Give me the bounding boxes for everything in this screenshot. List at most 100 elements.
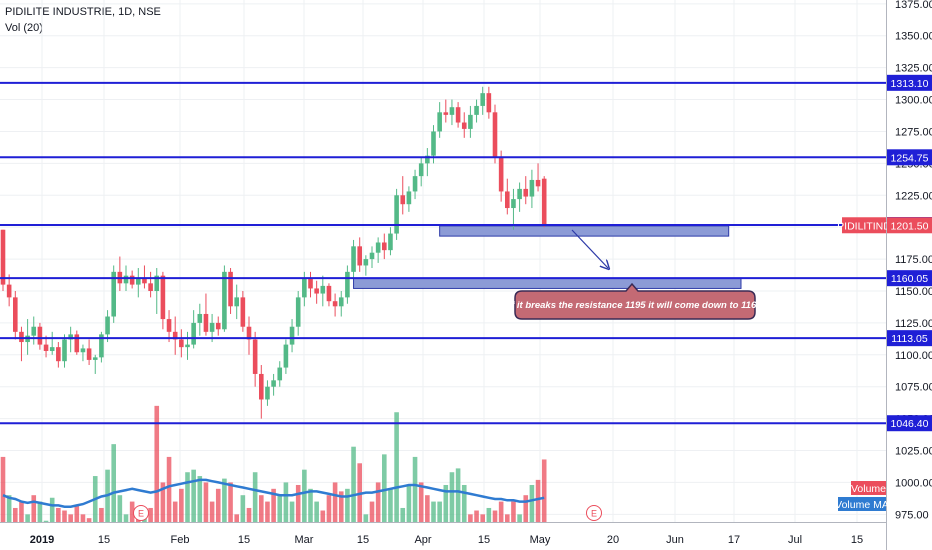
volume-bar [86, 518, 92, 522]
volume-bar [302, 469, 307, 522]
candle-body [449, 107, 455, 115]
volume-bar [375, 482, 381, 522]
candle-body [271, 380, 276, 387]
time-tick-label: Mar [295, 534, 314, 546]
volume-bar [68, 514, 73, 522]
volume-bar [400, 507, 406, 522]
ticker-tag-label: PIDILITIND [837, 220, 891, 232]
candle-body [283, 344, 289, 368]
volume-legend-label: Volume [851, 483, 886, 495]
volume-bar [498, 501, 504, 522]
candle-body [49, 347, 55, 351]
support-zone [439, 225, 730, 237]
volume-bar [271, 488, 276, 522]
volume-bar [308, 488, 313, 522]
price-tick-label: 1150.00 [895, 286, 932, 298]
price-tick-label: 1225.00 [895, 190, 932, 202]
candle-body [308, 278, 313, 289]
candle-body [375, 242, 381, 253]
candle-body [209, 322, 215, 332]
candle-body [505, 191, 510, 209]
time-tick-label: 2019 [30, 534, 54, 546]
candle-body [166, 319, 172, 332]
candle-body [191, 322, 196, 345]
price-tick-label: 1350.00 [895, 31, 932, 43]
last-price-tag-label: 1201.50 [891, 220, 929, 232]
volume-bar [289, 501, 295, 522]
time-tick-label: 15 [238, 534, 250, 546]
candle-body [123, 275, 129, 284]
volume-bar [111, 444, 116, 522]
volume-bar [49, 497, 55, 522]
volume-bar [406, 484, 412, 522]
candle-body [80, 348, 86, 353]
volume-bar [123, 514, 129, 522]
candle-body [338, 297, 344, 307]
candle-body [511, 199, 516, 209]
candle-body [400, 195, 406, 205]
candle-body [418, 163, 424, 177]
time-tick-label: Jun [666, 534, 684, 546]
volume-bar [62, 510, 67, 522]
volume-bar [468, 514, 473, 522]
volume-bar [345, 488, 350, 522]
candle-body [326, 285, 332, 302]
candle-body [259, 373, 264, 400]
volume-bar [486, 507, 492, 522]
candle-body [480, 93, 485, 106]
volume-bar [425, 495, 430, 522]
volume-bar [215, 488, 221, 522]
candle-body [203, 313, 209, 332]
volume-ma-legend-label: Volume MA [835, 499, 889, 511]
candle-body [105, 316, 110, 335]
volume-bar [222, 478, 227, 522]
price-tick-label: 1125.00 [895, 318, 932, 330]
candle-body [43, 344, 49, 351]
candle-body [535, 179, 541, 187]
volume-bar [535, 479, 541, 522]
volume-bar [517, 514, 522, 522]
volume-bars [0, 405, 547, 522]
candle-body [302, 278, 307, 298]
candle-body [468, 114, 473, 129]
candle-body [474, 105, 479, 115]
annotation-callout[interactable]: If it breaks the resistance 1195 it will… [508, 229, 762, 320]
candle-body [295, 297, 301, 327]
time-tick-label: Apr [414, 534, 431, 546]
candle-body [252, 339, 258, 374]
volume-ma-line [2, 478, 545, 508]
candle-body [492, 112, 498, 157]
volume-ma-line [2, 478, 545, 508]
candle-body [74, 334, 80, 353]
earnings-marker [133, 505, 149, 521]
level-price-tag [887, 149, 932, 166]
volume-bar [363, 514, 369, 522]
candle-body [541, 178, 547, 226]
price-tick-label: 1300.00 [895, 95, 932, 107]
volume-bar [277, 495, 283, 522]
horizontal-levels[interactable] [0, 81, 886, 425]
level-price-tag-label: 1113.05 [891, 333, 928, 345]
candle-body [320, 285, 326, 294]
candle-body [332, 301, 338, 307]
candle-body [56, 347, 61, 362]
volume-bar [369, 501, 375, 522]
time-tick-label: 15 [478, 534, 490, 546]
candle-body [289, 326, 295, 345]
time-tick-label: Feb [171, 534, 190, 546]
level-price-tag [887, 270, 932, 287]
volume-bar [283, 482, 289, 522]
volume-bar [179, 488, 184, 522]
candle-body [111, 271, 116, 317]
volume-bar [99, 507, 104, 522]
candle-body [92, 357, 98, 360]
volume-bar [19, 501, 24, 522]
volume-bar [443, 484, 449, 522]
volume-bar [240, 495, 246, 522]
volume-bar [228, 482, 233, 522]
time-tick-label: 20 [607, 534, 619, 546]
candle-body [234, 297, 239, 307]
last-price-tag [887, 217, 932, 234]
